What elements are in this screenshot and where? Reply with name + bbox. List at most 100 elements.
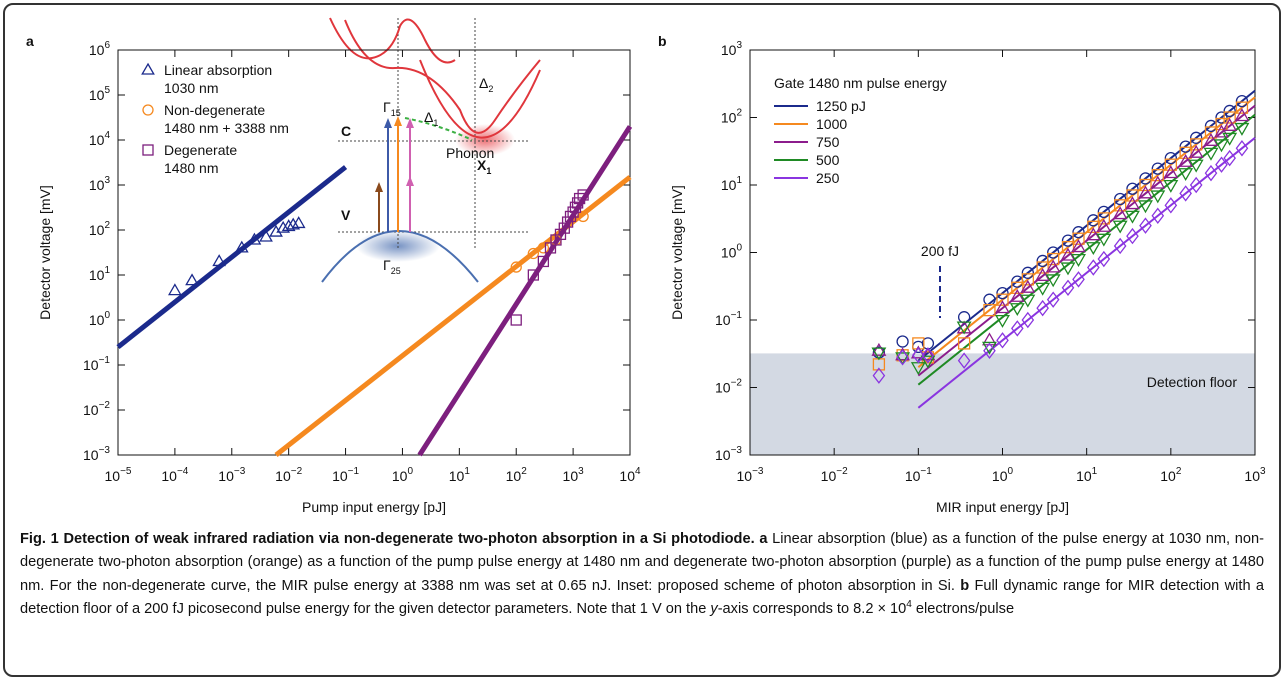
- data-point: [1138, 185, 1153, 199]
- data-point: [1085, 242, 1101, 256]
- data-point: [1203, 133, 1219, 146]
- y-axis-title: Detector voltage [mV]: [669, 185, 685, 320]
- data-point: [1235, 101, 1249, 114]
- x-tick-label: 100: [392, 466, 414, 484]
- data-point: [1150, 175, 1166, 189]
- data-point: [957, 352, 971, 369]
- x-tick-label: 102: [506, 466, 528, 484]
- data-point: [1163, 179, 1179, 193]
- legend-label: 1250 pJ: [816, 98, 866, 114]
- data-point: [185, 273, 199, 286]
- data-point: [1021, 311, 1035, 329]
- caption-run: y: [710, 601, 718, 618]
- data-point: [912, 347, 925, 364]
- arrowhead: [384, 118, 392, 128]
- legend-label: 750: [816, 134, 840, 150]
- data-point: [995, 314, 1010, 328]
- data-point: [1125, 196, 1140, 210]
- data-point: [957, 337, 971, 350]
- y-tick-label: 105: [89, 85, 111, 103]
- panel-label: a: [26, 33, 34, 49]
- y-tick-label: 10−3: [83, 445, 110, 463]
- y-axis-title: Detector voltage [mV]: [37, 185, 53, 320]
- legend-marker: [142, 104, 154, 116]
- x-tick-label: 10−3: [218, 466, 245, 484]
- data-point: [1126, 189, 1139, 202]
- data-point: [895, 352, 911, 366]
- data-point: [1151, 168, 1164, 182]
- data-point: [1072, 232, 1085, 245]
- data-point: [921, 347, 935, 364]
- y-tick-label: 10−2: [83, 400, 110, 418]
- data-point: [1139, 217, 1152, 234]
- x-tick-label: 10−1: [332, 466, 359, 484]
- data-point: [1126, 182, 1139, 195]
- data-point: [537, 242, 550, 254]
- data-point: [247, 232, 262, 245]
- data-point: [1204, 164, 1218, 182]
- caption-run: a: [759, 531, 768, 547]
- data-point: [1223, 111, 1236, 124]
- data-point: [1112, 206, 1128, 220]
- data-point: [1045, 274, 1061, 288]
- x-axis-title: MIR input energy [pJ]: [936, 499, 1069, 515]
- y-tick-label: 103: [89, 175, 111, 193]
- data-point: [1113, 237, 1127, 255]
- annotation: 200 fJ: [921, 243, 959, 259]
- data-point: [1061, 279, 1075, 297]
- data-point: [577, 189, 589, 201]
- legend-title: Gate 1480 nm pulse energy: [774, 75, 947, 91]
- inset-label: Δ2: [479, 75, 493, 94]
- data-point: [1151, 162, 1164, 175]
- data-point: [896, 335, 909, 348]
- data-point: [269, 224, 283, 237]
- data-point: [1179, 146, 1192, 159]
- legend-label: 1000: [816, 116, 847, 132]
- data-point: [920, 355, 936, 369]
- data-point: [1020, 294, 1036, 308]
- data-point: [1021, 266, 1034, 279]
- plot-frame: [117, 49, 631, 456]
- data-point: [1234, 108, 1250, 122]
- data-point: [1164, 151, 1177, 165]
- y-tick-label: 10−1: [715, 310, 742, 328]
- data-point: [995, 300, 1010, 314]
- data-point: [554, 228, 567, 241]
- y-tick-label: 10−3: [715, 445, 742, 463]
- data-point: [1020, 279, 1036, 293]
- data-point: [1204, 126, 1218, 139]
- data-point: [1045, 259, 1061, 273]
- data-point: [1010, 320, 1024, 337]
- caption-run: electrons/pulse: [911, 601, 1015, 618]
- data-point: [286, 217, 301, 230]
- caption-run: b: [960, 577, 970, 594]
- data-point: [1223, 149, 1236, 167]
- data-point: [1126, 227, 1139, 245]
- data-point: [510, 261, 522, 273]
- fit-line: [116, 165, 348, 350]
- legend-label: Linear absorption: [164, 62, 272, 78]
- x-tick-label: 10−2: [821, 466, 848, 484]
- data-point: [1222, 118, 1238, 131]
- data-point: [1085, 227, 1101, 241]
- data-point: [1009, 288, 1025, 302]
- legend-label: 1480 nm: [164, 160, 218, 176]
- data-point: [1072, 271, 1085, 288]
- data-point: [234, 240, 249, 253]
- data-point: [1087, 220, 1100, 233]
- x-tick-label: 103: [563, 466, 585, 484]
- x-tick-label: 10−3: [737, 466, 764, 484]
- valence-band: [321, 230, 479, 283]
- data-point: [168, 283, 182, 296]
- x-tick-label: 10−5: [105, 466, 132, 484]
- data-point: [1035, 282, 1051, 296]
- y-tick-label: 101: [721, 175, 743, 193]
- data-point: [1214, 124, 1229, 138]
- data-point: [983, 293, 996, 306]
- caption-run: -axis corresponds to 8.2 × 10: [717, 601, 907, 618]
- data-point: [1215, 111, 1228, 124]
- data-point: [1151, 207, 1165, 224]
- data-point: [1163, 165, 1179, 179]
- data-point: [1021, 273, 1034, 286]
- data-point: [1178, 168, 1194, 182]
